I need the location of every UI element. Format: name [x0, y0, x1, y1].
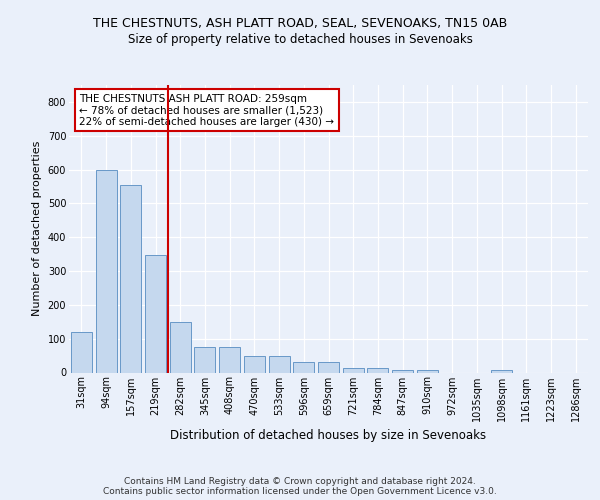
Bar — [367, 368, 388, 372]
Text: THE CHESTNUTS, ASH PLATT ROAD, SEAL, SEVENOAKS, TN15 0AB: THE CHESTNUTS, ASH PLATT ROAD, SEAL, SEV… — [93, 18, 507, 30]
Bar — [392, 370, 413, 372]
Text: Contains public sector information licensed under the Open Government Licence v3: Contains public sector information licen… — [103, 487, 497, 496]
Bar — [219, 347, 240, 372]
Text: Contains HM Land Registry data © Crown copyright and database right 2024.: Contains HM Land Registry data © Crown c… — [124, 477, 476, 486]
Bar — [120, 185, 141, 372]
Y-axis label: Number of detached properties: Number of detached properties — [32, 141, 42, 316]
Text: Size of property relative to detached houses in Sevenoaks: Size of property relative to detached ho… — [128, 32, 472, 46]
Bar — [293, 362, 314, 372]
Bar — [145, 255, 166, 372]
Bar — [71, 332, 92, 372]
Bar — [194, 347, 215, 372]
Bar — [170, 322, 191, 372]
Bar — [343, 368, 364, 372]
Bar — [417, 370, 438, 372]
Bar — [95, 170, 116, 372]
Text: THE CHESTNUTS ASH PLATT ROAD: 259sqm
← 78% of detached houses are smaller (1,523: THE CHESTNUTS ASH PLATT ROAD: 259sqm ← 7… — [79, 94, 334, 127]
Bar — [491, 370, 512, 372]
Bar — [244, 356, 265, 372]
X-axis label: Distribution of detached houses by size in Sevenoaks: Distribution of detached houses by size … — [170, 429, 487, 442]
Bar — [269, 356, 290, 372]
Bar — [318, 362, 339, 372]
